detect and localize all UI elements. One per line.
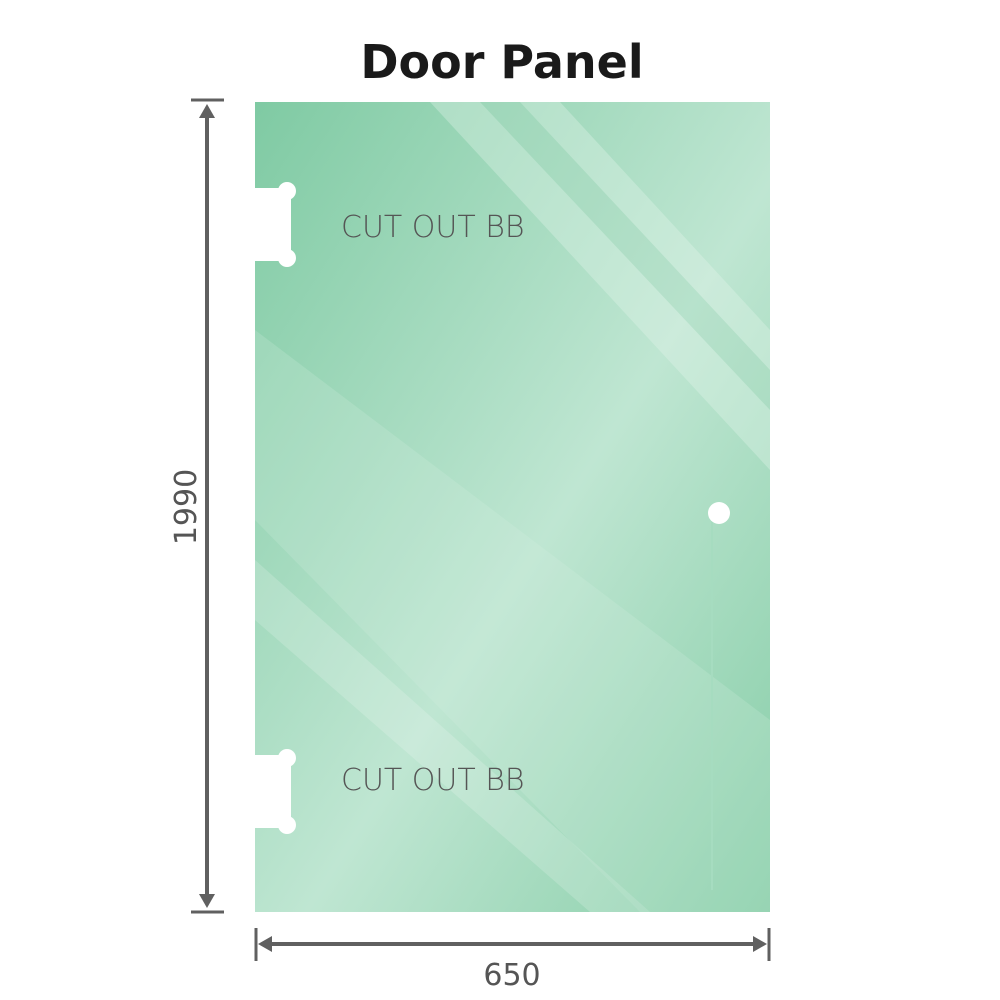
- height-dimension: [191, 98, 224, 914]
- cutout-label-top: CUT OUT BB: [341, 210, 525, 245]
- diagram-title: Door Panel: [360, 35, 643, 89]
- width-dimension: [254, 928, 771, 961]
- width-label: 650: [483, 958, 540, 993]
- glass-panel: [255, 102, 770, 912]
- glass-reflections: [255, 102, 770, 912]
- handle-hole: [708, 502, 730, 524]
- cutout-top: [250, 182, 296, 267]
- cutout-bottom: [250, 749, 296, 834]
- height-label: 1990: [169, 469, 204, 545]
- cutout-label-bottom: CUT OUT BB: [341, 763, 525, 798]
